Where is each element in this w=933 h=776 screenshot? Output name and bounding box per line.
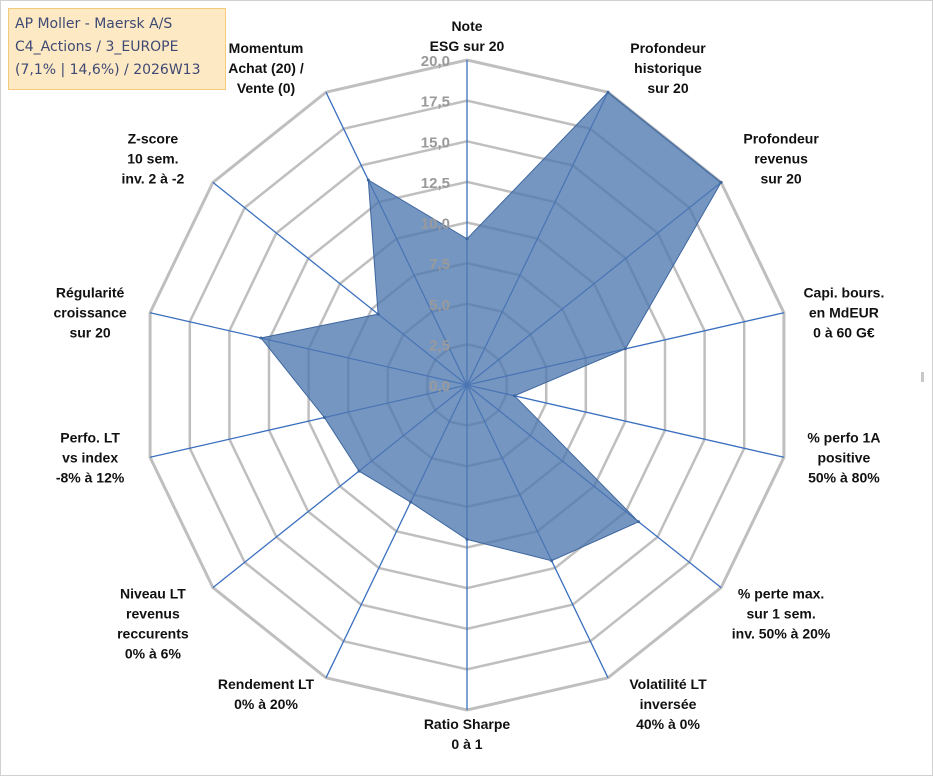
axis-label-line: sur 20	[760, 170, 801, 186]
chart-title-box: AP Moller - Maersk A/S C4_Actions / 3_EU…	[8, 8, 226, 90]
axis-label-line: 0% à 20%	[234, 696, 298, 712]
axis-label-line: historique	[634, 60, 702, 76]
axis-label-line: Rendement LT	[218, 676, 315, 692]
data-point	[409, 500, 413, 504]
axis-label-line: ESG sur 20	[430, 38, 505, 54]
title-line-3: (7,1% | 14,6%) / 2026W13	[15, 62, 201, 78]
axis-label: Rendement LT 0% à 20%	[218, 676, 315, 712]
axis-label-line: Note	[451, 18, 482, 34]
axis-spoke	[466, 384, 785, 458]
tick-label: 0,0	[429, 378, 450, 395]
tick-label: 10,0	[421, 216, 450, 233]
tick-label: 20,0	[421, 53, 450, 70]
axis-label: Profondeur revenus sur 20	[743, 130, 819, 186]
title-line-2: C4_Actions / 3_EUROPE	[15, 39, 179, 55]
title-line-1: AP Moller - Maersk A/S	[15, 16, 173, 32]
axis-label-line: 0 à 60 G€	[813, 325, 875, 341]
axis-label: Volatilité LT inversée 40% à 0%	[629, 676, 707, 732]
series-layer	[259, 90, 723, 563]
data-point	[637, 520, 640, 524]
axis-label-line: inversée	[640, 696, 697, 712]
axis-label-line: revenus	[754, 150, 808, 166]
label-layer: Note ESG sur 20 Profondeur historique sur 20…	[54, 18, 885, 752]
axis-label-line: inv. 2 à -2	[122, 170, 185, 186]
axis-label-line: % perfo 1A	[807, 429, 880, 445]
axis-label: % perfo 1A positive 50% à 80%	[807, 429, 880, 485]
axis-label: Momentum Achat (20) / Vente (0)	[228, 40, 304, 96]
data-point	[623, 347, 627, 351]
axis-label-line: Régularité	[56, 285, 125, 301]
tick-label: 7,5	[429, 256, 450, 273]
data-series-area	[260, 91, 722, 562]
data-point	[357, 469, 361, 473]
axis-label-line: 0% à 6%	[125, 646, 182, 662]
axis-label-line: 10 sem.	[127, 150, 178, 166]
axis-label: Ratio Sharpe 0 à 1	[424, 716, 511, 752]
tick-label: 15,0	[421, 134, 450, 151]
axis-label-line: sur 20	[647, 80, 688, 96]
axis-label-line: Profondeur	[743, 130, 819, 146]
data-point	[550, 559, 554, 563]
axis-label: Note ESG sur 20	[430, 18, 505, 54]
axis-label-line: 50% à 80%	[808, 469, 880, 485]
axis-label-line: en MdEUR	[809, 305, 879, 321]
axis-label: Niveau LT revenus reccurents 0% à 6%	[117, 586, 189, 662]
data-point	[513, 394, 516, 398]
axis-label-line: sur 1 sem.	[746, 606, 815, 622]
axis-label-line: Niveau LT	[120, 586, 186, 602]
axis-label-line: positive	[817, 449, 870, 465]
axis-label-line: revenus	[126, 606, 180, 622]
axis-label: Profondeur historique sur 20	[630, 40, 706, 96]
axis-label-line: Volatilité LT	[629, 676, 707, 692]
resize-handle[interactable]	[921, 372, 924, 382]
data-point	[719, 180, 723, 184]
axis-label-line: reccurents	[117, 626, 189, 642]
axis-label-line: Z-score	[128, 130, 179, 146]
data-point	[465, 537, 469, 541]
axis-label: % perte max. sur 1 sem. inv. 50% à 20%	[732, 586, 831, 642]
axis-label: Z-score 10 sem. inv. 2 à -2	[122, 130, 185, 186]
axis-label-line: Momentum	[229, 40, 304, 56]
data-point	[465, 237, 469, 241]
axis-label-line: -8% à 12%	[56, 469, 125, 485]
axis-label-line: croissance	[54, 305, 127, 321]
axis-label-line: Achat (20) /	[228, 60, 304, 76]
axis-label-line: sur 20	[69, 325, 110, 341]
axis-label: Capi. bours. en MdEUR 0 à 60 G€	[803, 285, 884, 341]
axis-label-line: inv. 50% à 20%	[732, 626, 831, 642]
axis-label-line: Capi. bours.	[803, 285, 884, 301]
data-point	[376, 312, 380, 316]
tick-label: 12,5	[421, 175, 450, 192]
tick-label: 17,5	[421, 94, 450, 111]
data-point	[259, 336, 263, 340]
axis-label-line: 40% à 0%	[636, 716, 700, 732]
data-point	[606, 90, 610, 94]
axis-label-line: % perte max.	[738, 586, 824, 602]
axis-label-line: Ratio Sharpe	[424, 716, 511, 732]
tick-label: 2,5	[429, 337, 450, 354]
axis-label-line: Profondeur	[630, 40, 706, 56]
axis-label: Régularité croissance sur 20	[54, 285, 127, 341]
axis-label-line: Perfo. LT	[60, 429, 120, 445]
data-point	[322, 416, 326, 419]
data-point	[366, 178, 370, 182]
axis-label: Perfo. LT vs index -8% à 12%	[56, 429, 125, 485]
tick-layer: 0,0 2,5 5,0 7,5 10,0 12,5 15,0 17,5 20,0	[421, 53, 450, 395]
tick-label: 5,0	[429, 297, 450, 314]
axis-label-line: vs index	[62, 449, 118, 465]
axis-label-line: 0 à 1	[451, 736, 482, 752]
axis-label-line: Vente (0)	[237, 80, 295, 96]
